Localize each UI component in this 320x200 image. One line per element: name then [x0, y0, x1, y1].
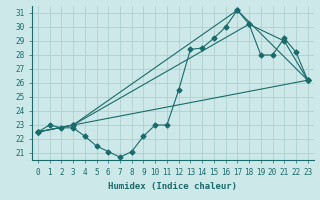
- X-axis label: Humidex (Indice chaleur): Humidex (Indice chaleur): [108, 182, 237, 191]
